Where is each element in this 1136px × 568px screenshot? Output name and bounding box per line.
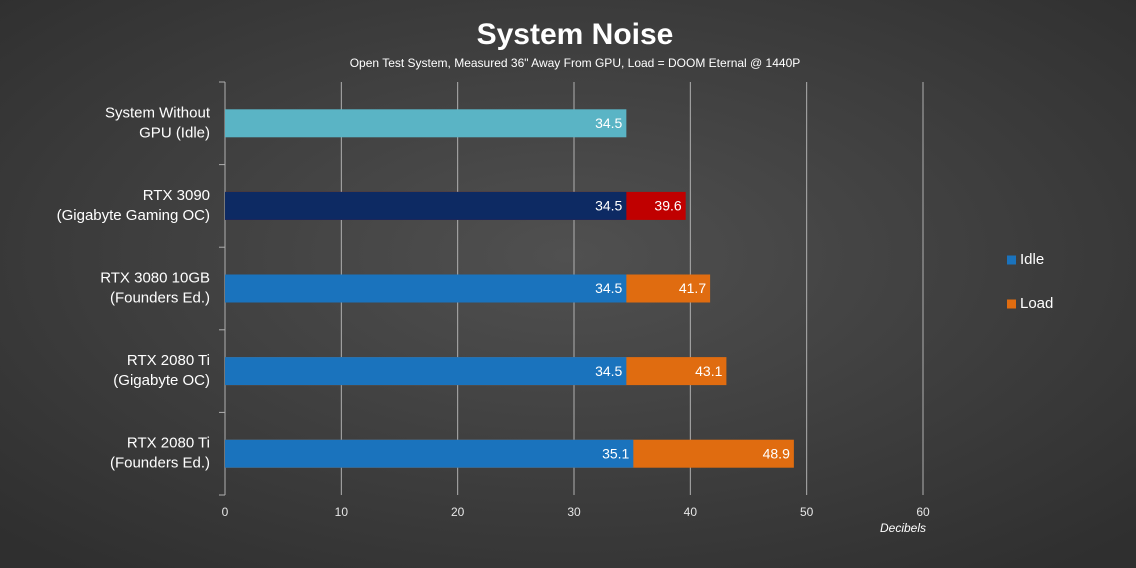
x-tick-label: 30 xyxy=(567,505,581,519)
value-label: 34.5 xyxy=(595,115,622,131)
x-tick-label: 10 xyxy=(335,505,349,519)
chart-title: System Noise xyxy=(477,18,674,51)
bar xyxy=(225,274,627,303)
y-tick-label: RTX 3080 10GB xyxy=(100,269,210,286)
bar xyxy=(225,191,627,220)
y-tick-label: RTX 2080 Ti xyxy=(127,352,210,369)
x-tick-label: 0 xyxy=(222,505,229,519)
y-tick-label: System Without xyxy=(105,104,211,121)
legend-label: Load xyxy=(1020,295,1053,312)
value-label: 43.1 xyxy=(695,363,722,379)
value-label: 34.5 xyxy=(595,198,622,214)
value-label: 41.7 xyxy=(679,280,706,296)
value-label: 34.5 xyxy=(595,363,622,379)
bar xyxy=(225,109,627,138)
bar xyxy=(225,357,627,386)
x-tick-label: 40 xyxy=(684,505,698,519)
bar xyxy=(225,439,634,468)
y-tick-label: (Founders Ed.) xyxy=(110,455,210,472)
y-tick-label: (Gigabyte OC) xyxy=(113,372,210,389)
legend-label: Idle xyxy=(1020,251,1044,268)
y-tick-label: (Founders Ed.) xyxy=(110,289,210,306)
x-axis-label: Decibels xyxy=(880,521,926,535)
legend-swatch xyxy=(1007,299,1016,309)
value-label: 34.5 xyxy=(595,280,622,296)
y-tick-label: RTX 2080 Ti xyxy=(127,435,210,452)
value-label: 48.9 xyxy=(763,445,790,461)
value-label: 35.1 xyxy=(602,445,629,461)
value-label: 39.6 xyxy=(654,198,681,214)
x-tick-label: 20 xyxy=(451,505,465,519)
y-tick-label: (Gigabyte Gaming OC) xyxy=(57,207,210,224)
chart-subtitle: Open Test System, Measured 36" Away From… xyxy=(350,56,801,70)
y-tick-label: GPU (Idle) xyxy=(139,124,210,141)
legend-swatch xyxy=(1007,255,1016,265)
y-tick-label: RTX 3090 xyxy=(143,187,210,204)
x-tick-label: 50 xyxy=(800,505,814,519)
x-tick-label: 60 xyxy=(916,505,930,519)
